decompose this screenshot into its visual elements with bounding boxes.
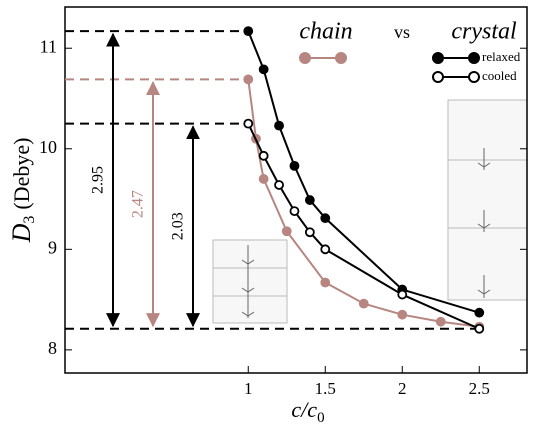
y-tick-label: 10 — [39, 137, 57, 157]
legend-marker — [469, 72, 479, 82]
legend-label: relaxed — [482, 49, 521, 64]
data-point — [260, 175, 268, 183]
data-point — [244, 27, 252, 35]
page: 89101111.522.5D3(Debye)c/c02.952.472.03c… — [0, 0, 557, 434]
data-point — [275, 181, 283, 189]
data-point — [321, 279, 329, 287]
x-tick-label: 1.5 — [315, 379, 336, 398]
data-point — [360, 300, 368, 308]
data-point — [260, 65, 268, 73]
x-label-subscript: 0 — [317, 410, 325, 426]
data-point — [275, 122, 283, 130]
x-tick-label: 2 — [398, 379, 407, 398]
legend-marker — [469, 53, 479, 63]
chart: 89101111.522.5D3(Debye)c/c02.952.472.03c… — [0, 0, 557, 434]
data-point — [306, 228, 314, 236]
data-point — [290, 162, 298, 170]
x-label-symbol: c/c — [291, 397, 317, 422]
y-tick-label: 11 — [40, 36, 57, 56]
legend-marker — [433, 72, 443, 82]
data-point — [244, 75, 252, 83]
y-tick-label: 8 — [48, 338, 57, 358]
data-point — [283, 227, 291, 235]
data-point — [398, 311, 406, 319]
inset-chain — [213, 240, 287, 323]
difference-label: 2.47 — [130, 190, 147, 218]
y-label-unit: (Debye) — [9, 138, 34, 210]
legend-marker — [336, 53, 346, 63]
y-label-subscript: 3 — [21, 216, 38, 224]
legend-marker — [433, 53, 443, 63]
y-axis-label: D3 (Debye) — [7, 138, 38, 244]
inset-crystal — [448, 100, 527, 300]
data-point — [475, 325, 483, 333]
data-point — [290, 207, 298, 215]
data-point — [437, 318, 445, 326]
legend-group: crystal — [451, 19, 517, 45]
legend-vs: vs — [394, 22, 410, 42]
x-tick-label: 2.5 — [469, 379, 490, 398]
difference-label: 2.03 — [170, 212, 187, 240]
difference-label: 2.95 — [90, 166, 107, 194]
data-point — [321, 245, 329, 253]
data-point — [260, 152, 268, 160]
legend-label: cooled — [482, 68, 517, 83]
x-tick-label: 1 — [244, 379, 253, 398]
data-point — [475, 309, 483, 317]
data-point — [306, 196, 314, 204]
data-point — [398, 291, 406, 299]
data-point — [321, 214, 329, 222]
legend-label: chain — [299, 19, 352, 45]
y-tick-label: 9 — [48, 237, 57, 257]
legend-marker — [300, 53, 310, 63]
data-point — [244, 120, 252, 128]
x-axis-label: c/c0 — [291, 397, 324, 426]
y-label-symbol: D — [7, 223, 36, 243]
